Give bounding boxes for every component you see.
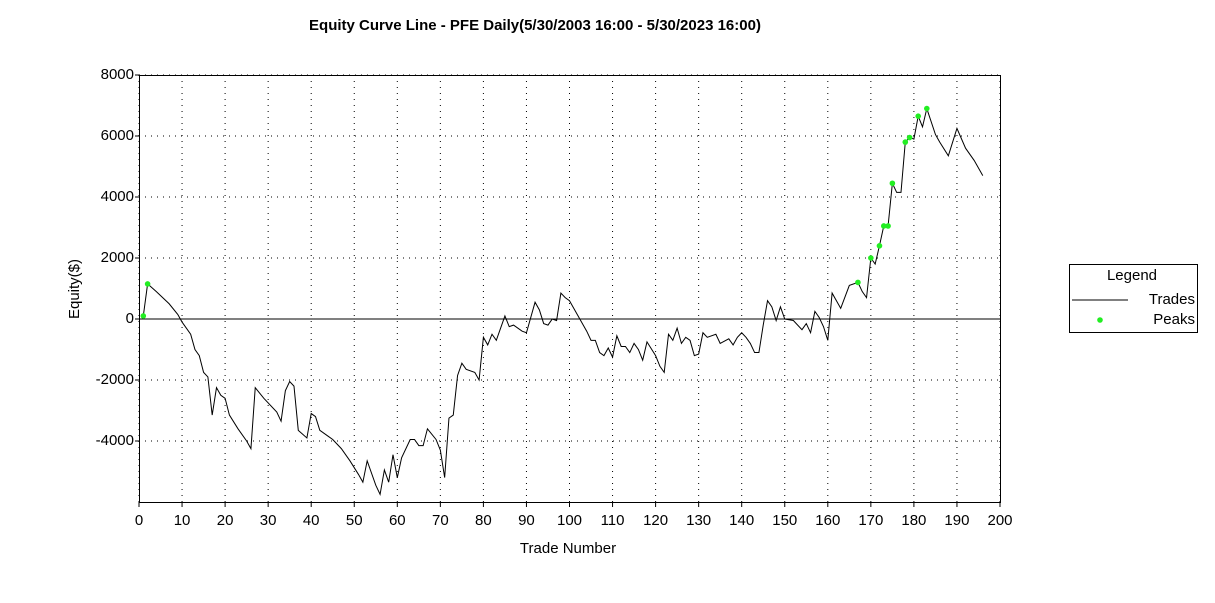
peak-point — [902, 139, 909, 145]
x-tick-label: 120 — [643, 512, 668, 529]
y-tick-label: 0 — [126, 310, 134, 327]
peak-point — [868, 255, 874, 261]
legend-label: Trades — [1149, 291, 1195, 308]
peak-point — [889, 180, 896, 187]
x-tick-label: 190 — [944, 512, 969, 529]
y-tick-label: 4000 — [101, 188, 134, 205]
x-tick-label: 30 — [260, 512, 277, 529]
peak-point — [924, 105, 930, 112]
x-tick-label: 40 — [303, 512, 320, 529]
legend-title: Legend — [1107, 267, 1157, 284]
y-tick-label: 6000 — [101, 127, 134, 144]
x-tick-label: 170 — [858, 512, 883, 529]
peak-point — [885, 223, 891, 229]
legend-dot — [1097, 317, 1103, 323]
peak-point — [915, 113, 922, 119]
equity-line — [142, 106, 984, 497]
y-axis-label: Equity($) — [66, 259, 83, 319]
x-tick-label: 110 — [601, 512, 625, 529]
x-tick-label: 90 — [518, 512, 535, 529]
x-tick-label: 140 — [729, 512, 754, 529]
x-tick-label: 130 — [686, 512, 711, 529]
x-tick-label: 180 — [901, 512, 926, 529]
y-tick-label: -4000 — [96, 432, 134, 449]
peak-point — [876, 243, 883, 249]
x-tick-label: 50 — [346, 512, 363, 529]
x-tick-label: 160 — [815, 512, 840, 529]
y-tick-label: 2000 — [101, 249, 134, 266]
legend-box — [1069, 264, 1198, 333]
x-tick-label: 100 — [557, 512, 582, 529]
y-tick-label: -2000 — [96, 371, 134, 388]
legend-label: Peaks — [1153, 311, 1195, 328]
peak-point — [855, 279, 861, 286]
x-tick-label: 80 — [475, 512, 492, 529]
x-tick-label: 10 — [174, 512, 191, 529]
x-tick-label: 60 — [389, 512, 406, 529]
x-tick-label: 70 — [432, 512, 449, 529]
x-tick-label: 0 — [135, 512, 143, 529]
peak-point — [144, 281, 151, 287]
peak-point — [880, 223, 887, 229]
peak-point — [140, 313, 147, 319]
peak-point — [906, 134, 913, 141]
plot-frame — [139, 75, 1001, 503]
x-tick-label: 20 — [217, 512, 234, 529]
x-tick-label: 200 — [987, 512, 1012, 529]
x-tick-label: 150 — [772, 512, 797, 529]
chart-title: Equity Curve Line - PFE Daily(5/30/2003 … — [309, 17, 761, 34]
y-tick-label: 8000 — [101, 66, 134, 83]
x-axis-label: Trade Number — [520, 540, 616, 557]
